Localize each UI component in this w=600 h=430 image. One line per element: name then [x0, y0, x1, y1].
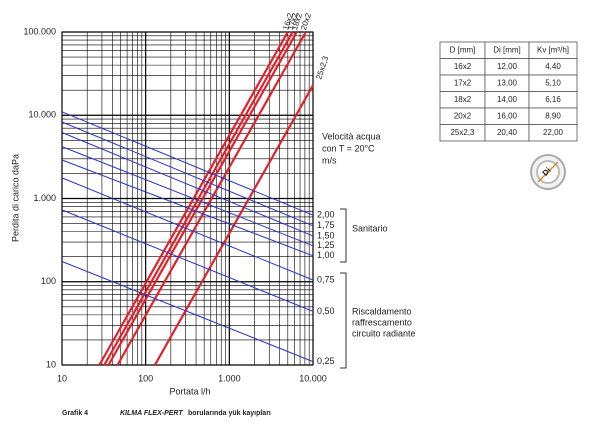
caption: Grafik 4 — [62, 410, 88, 417]
annotation: con T = 20°C — [322, 143, 375, 153]
y-tick-label: 10.000 — [28, 110, 56, 120]
table-value: 6,16 — [545, 95, 561, 104]
series-line — [103, 31, 294, 366]
series-line — [61, 177, 314, 281]
series-label: 0,50 — [317, 306, 335, 316]
series-label: 1,25 — [317, 240, 335, 250]
table-value: 17x2 — [454, 78, 472, 87]
series-line — [61, 209, 314, 312]
series-line — [61, 159, 314, 257]
series-line — [61, 132, 314, 237]
series-label: 1,00 — [317, 250, 335, 260]
table-value: 18x2 — [454, 95, 472, 104]
x-tick-label: 10 — [57, 373, 67, 383]
series-line — [61, 146, 314, 247]
table-value: 20,40 — [497, 128, 518, 137]
table-value: 8,90 — [545, 111, 561, 120]
y-tick-label: 100.000 — [23, 26, 56, 36]
series-label: 1,50 — [317, 230, 335, 240]
table-value: 5,10 — [545, 78, 561, 87]
bracket — [340, 208, 347, 263]
series-label: 0,25 — [317, 356, 335, 366]
table-value: 16,00 — [497, 111, 518, 120]
y-axis-label: Perdita di carico daPa — [10, 154, 20, 242]
x-tick-label: 100 — [138, 373, 153, 383]
caption: borularında yük kayıpları — [188, 410, 271, 417]
icon-arrow — [537, 161, 559, 183]
series-line — [107, 31, 298, 366]
table-cell — [528, 124, 578, 142]
annotation: Riscaldamento — [352, 306, 412, 316]
x-tick-label: 1.000 — [218, 373, 241, 383]
y-tick-label: 100 — [41, 276, 56, 286]
table-header: D [mm] — [450, 45, 476, 54]
series-line — [116, 31, 307, 366]
table-value: 4,40 — [545, 62, 561, 71]
annotation: m/s — [322, 155, 337, 165]
y-tick-label: 10 — [46, 359, 56, 369]
series-label: 2,00 — [317, 210, 335, 220]
table-value: 14,00 — [497, 95, 518, 104]
table-header: Di [mm] — [493, 45, 521, 54]
annotation: circuito radiante — [352, 328, 416, 338]
annotation: Sanitario — [352, 223, 388, 233]
table-header: Kv [m³/h] — [537, 45, 569, 54]
table: D [mm] Di [mm] Kv [m³/h] 16x2 12,00 4,40 17x2 1… — [439, 41, 578, 142]
table-value: 20x2 — [454, 111, 472, 120]
series-label: 25x2,3 — [314, 54, 330, 80]
x-tick-label: 10.000 — [299, 373, 327, 383]
annotation: raffrescamento — [352, 317, 412, 327]
series-line — [61, 261, 314, 363]
x-axis-label: Portata l/h — [169, 386, 210, 396]
bracket — [340, 272, 347, 369]
series-line — [61, 121, 314, 227]
series-label: 0,75 — [317, 274, 335, 284]
table-value: 22,00 — [543, 128, 564, 137]
series-line — [61, 111, 314, 216]
table-value: 25x2,3 — [450, 128, 475, 137]
table-value: 13,00 — [497, 78, 518, 87]
table-value: 12,00 — [497, 62, 518, 71]
y-tick-label: 1.000 — [33, 193, 56, 203]
series-label: 1,75 — [317, 220, 335, 230]
caption: KILMA FLEX-PERT — [120, 410, 183, 417]
table-value: 16x2 — [454, 62, 472, 71]
annotation: Velocità acqua — [322, 131, 381, 141]
